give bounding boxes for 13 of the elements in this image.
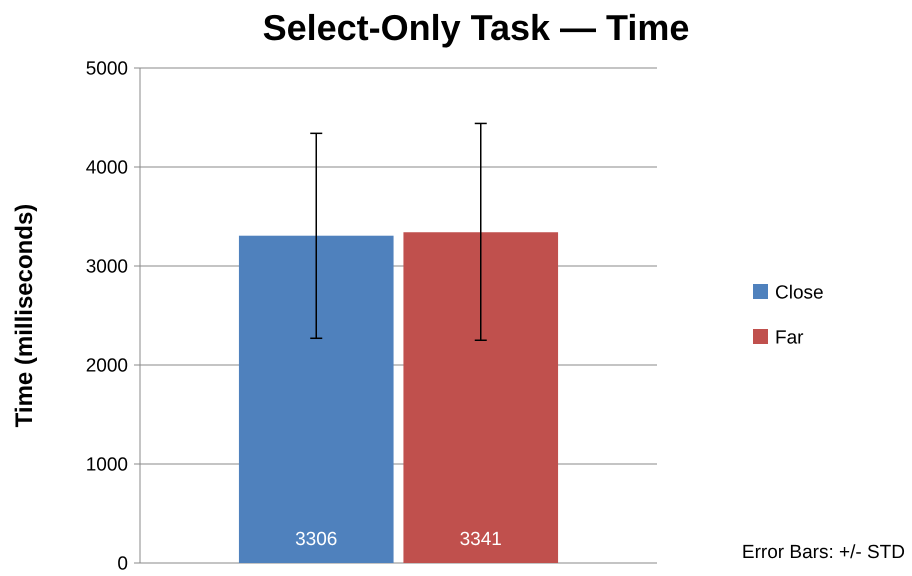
data-label: 3341 — [460, 529, 502, 550]
y-tick-label: 0 — [117, 554, 128, 575]
y-tick-label: 5000 — [86, 58, 128, 80]
text: Error Bars: +/- STD — [742, 542, 905, 563]
y-tick-label: 4000 — [86, 158, 128, 179]
legend-label: Close — [775, 282, 824, 304]
legend-label: Far — [775, 328, 804, 349]
data-label: 3306 — [295, 529, 338, 550]
y-axis-title: Time (milliseconds) — [11, 204, 38, 428]
chart-title: Select-Only Task — Time — [262, 7, 690, 48]
y-tick-label: 1000 — [86, 454, 128, 476]
y-tick-label: 3000 — [86, 256, 128, 278]
y-tick-label: 2000 — [86, 356, 128, 377]
